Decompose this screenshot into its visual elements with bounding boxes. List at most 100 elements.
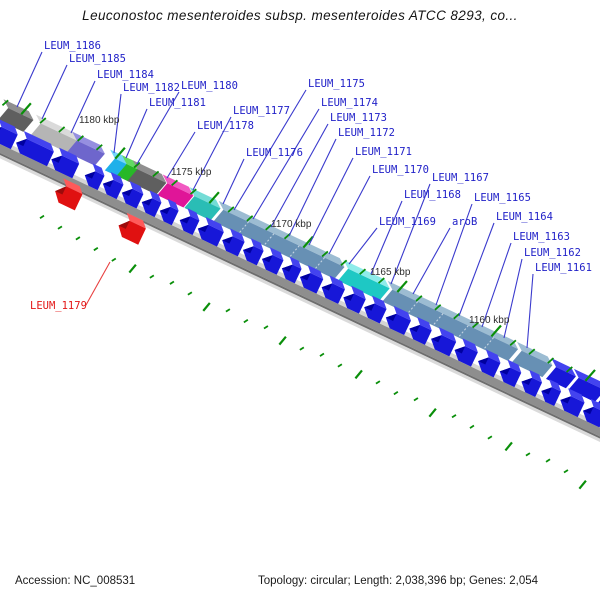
ruler-tick: [39, 117, 47, 124]
gene-label[interactable]: LEUM_1164: [496, 211, 553, 223]
gene-glyph[interactable]: [340, 285, 368, 314]
gene-glyph[interactable]: [382, 305, 413, 336]
ruler-tick: [189, 188, 197, 195]
gene-glyph-forward[interactable]: [334, 259, 392, 302]
gene-separator: [483, 337, 495, 350]
gene-glyph[interactable]: [0, 118, 20, 150]
gene-label[interactable]: LEUM_1161: [535, 262, 592, 274]
label-callout-line: [308, 157, 354, 246]
gene-glyph-forward[interactable]: [508, 341, 555, 379]
ruler-dot: [225, 308, 231, 313]
gene-glyph[interactable]: [194, 216, 226, 247]
label-callout-line: [370, 200, 403, 275]
gene-glyph[interactable]: [240, 237, 267, 266]
gene-label[interactable]: LEUM_1181: [149, 97, 206, 109]
gene-label[interactable]: LEUM_1168: [404, 189, 461, 201]
gene-glyph[interactable]: [451, 337, 480, 367]
gene-glyph-highlight[interactable]: [51, 178, 85, 211]
gene-glyph[interactable]: [278, 256, 304, 284]
gene-label[interactable]: LEUM_1173: [330, 112, 387, 124]
position-label: 1170 kbp: [271, 219, 312, 230]
ruler-dot: [169, 280, 175, 285]
gene-glyph[interactable]: [259, 246, 286, 275]
gene-label[interactable]: LEUM_1163: [513, 231, 570, 243]
ruler-tick: [321, 250, 329, 258]
gene-glyph[interactable]: [580, 398, 600, 428]
gene-glyph-forward[interactable]: [63, 131, 107, 168]
gene-separator: [314, 257, 325, 270]
gene-glyph-forward[interactable]: [124, 160, 169, 196]
gene-label[interactable]: LEUM_1175: [308, 78, 365, 90]
gene-glyph[interactable]: [318, 275, 347, 304]
gene-glyph[interactable]: [475, 348, 503, 378]
gene-glyph-forward[interactable]: [565, 368, 600, 404]
gene-label[interactable]: LEUM_1180: [181, 80, 238, 92]
gene-glyph[interactable]: [557, 387, 587, 418]
gene-glyph-forward[interactable]: [181, 187, 223, 222]
ruler-tick: [509, 339, 517, 347]
gene-glyph[interactable]: [361, 295, 389, 324]
ruler-dot: [263, 325, 269, 330]
label-callout-line: [412, 227, 451, 295]
status-accession: Accession: NC_008531: [15, 575, 136, 587]
ruler-tick: [133, 161, 141, 169]
gene-label[interactable]: LEUM_1167: [432, 172, 489, 184]
gene-label[interactable]: LEUM_1179: [30, 300, 87, 312]
ruler-dot: [39, 214, 45, 219]
gene-glyph[interactable]: [219, 228, 247, 257]
ruler-dot: [525, 452, 531, 457]
label-callout-line: [481, 242, 512, 328]
gene-label[interactable]: LEUM_1162: [524, 247, 581, 259]
gene-glyph-forward[interactable]: [542, 358, 578, 390]
gene-label[interactable]: LEUM_1177: [233, 105, 290, 117]
ruler-dot: [57, 225, 63, 230]
genome-track: [0, 99, 600, 490]
gene-label[interactable]: LEUM_1178: [197, 120, 254, 132]
gene-glyph[interactable]: [13, 130, 57, 167]
gene-glyph[interactable]: [406, 316, 434, 345]
gene-glyph[interactable]: [118, 180, 145, 209]
label-callout-line: [288, 138, 337, 237]
gene-glyph-forward[interactable]: [113, 155, 141, 183]
ruler-dot: [393, 391, 399, 396]
gene-label[interactable]: LEUM_1170: [372, 164, 429, 176]
gene-separator: [238, 221, 250, 234]
gene-label[interactable]: LEUM_1172: [338, 127, 395, 139]
gene-glyph[interactable]: [99, 171, 126, 200]
gene-label[interactable]: LEUM_1182: [123, 82, 180, 94]
gene-glyph[interactable]: [428, 326, 459, 357]
gene-glyph[interactable]: [297, 264, 326, 294]
ruler-dot: [375, 380, 381, 385]
gene-label[interactable]: LEUM_1184: [97, 69, 154, 81]
gene-glyph[interactable]: [518, 369, 545, 397]
ruler-dot: [451, 414, 457, 419]
gene-glyph-forward[interactable]: [27, 114, 81, 155]
ruler-tick: [566, 366, 573, 373]
gene-glyph[interactable]: [48, 147, 82, 179]
gene-label[interactable]: LEUM_1186: [44, 40, 101, 52]
gene-label[interactable]: LEUM_1169: [379, 216, 436, 228]
gene-glyph-highlight[interactable]: [115, 212, 149, 245]
ruler-dot: [428, 407, 437, 418]
ruler-dot: [243, 319, 249, 324]
gene-glyph[interactable]: [496, 359, 523, 388]
gene-glyph-forward[interactable]: [0, 99, 36, 133]
gene-label[interactable]: LEUM_1171: [355, 146, 412, 158]
gene-glyph[interactable]: [156, 198, 181, 226]
gene-label[interactable]: aroB: [452, 216, 477, 228]
ruler-dot: [319, 352, 325, 357]
gene-glyph-forward[interactable]: [154, 174, 196, 209]
gene-label[interactable]: LEUM_1185: [69, 53, 126, 65]
gene-glyph[interactable]: [538, 378, 564, 406]
gene-label[interactable]: LEUM_1165: [474, 192, 531, 204]
label-callout-line: [390, 183, 431, 285]
gene-label[interactable]: LEUM_1176: [246, 147, 303, 159]
gene-glyph-forward[interactable]: [101, 149, 130, 178]
gene-glyph[interactable]: [138, 189, 164, 218]
gene-glyph[interactable]: [176, 207, 202, 236]
label-callout-line: [136, 91, 180, 165]
gene-glyph[interactable]: [81, 163, 107, 191]
gene-label[interactable]: LEUM_1174: [321, 97, 378, 109]
